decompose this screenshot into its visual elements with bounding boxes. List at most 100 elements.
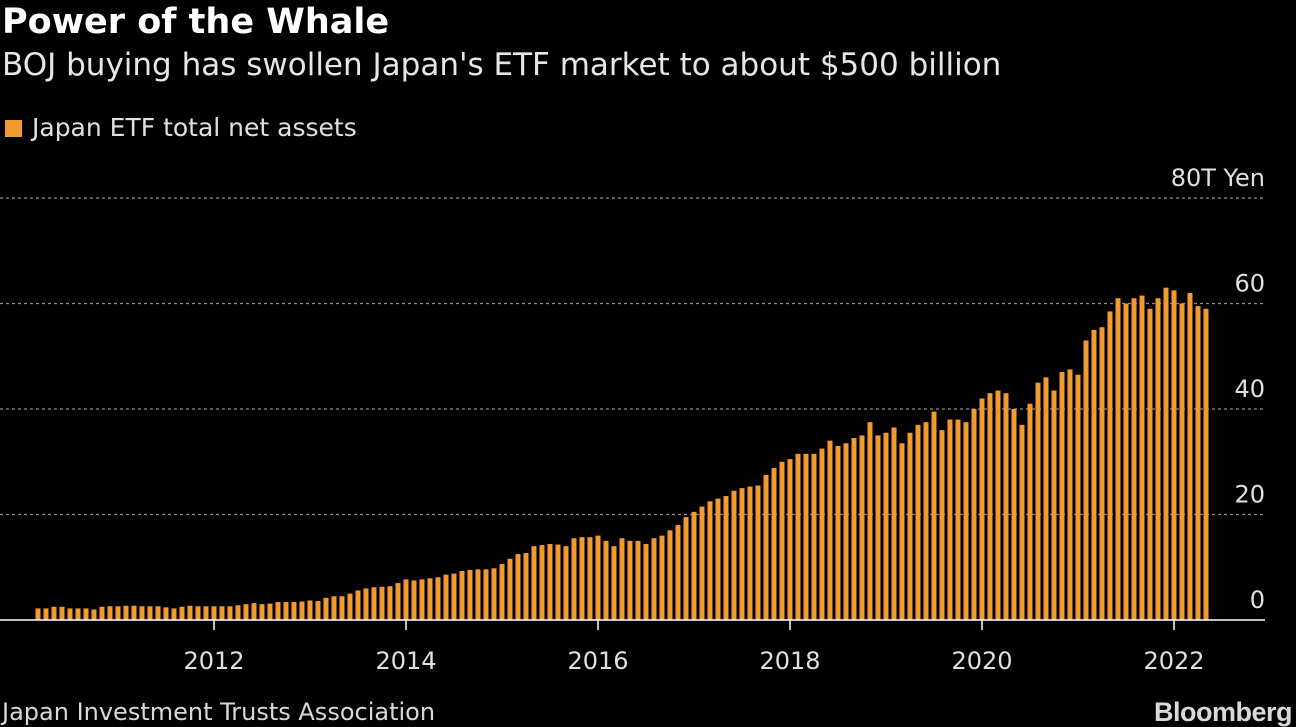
source-note: Japan Investment Trusts Association <box>2 698 436 726</box>
bar <box>435 577 441 620</box>
bar <box>579 537 585 620</box>
bar <box>891 427 897 620</box>
bar <box>611 546 617 620</box>
bar <box>659 535 665 620</box>
bar <box>931 411 937 620</box>
bar <box>131 605 137 620</box>
bar <box>779 461 785 620</box>
bar <box>843 443 849 620</box>
bar <box>307 600 313 620</box>
bar <box>1187 292 1193 620</box>
legend: Japan ETF total net assets <box>5 113 357 143</box>
gridlines <box>0 197 1265 516</box>
bloomberg-logo: Bloomberg <box>1153 697 1293 727</box>
bar <box>379 586 385 620</box>
bar <box>1059 372 1065 620</box>
bar <box>523 553 529 620</box>
bar <box>163 607 169 620</box>
bar <box>499 564 505 620</box>
bar <box>339 596 345 620</box>
bar <box>555 544 561 620</box>
bar <box>419 579 425 620</box>
y-tick-label: 20 <box>1234 481 1265 509</box>
bar <box>243 604 249 620</box>
bar <box>627 540 633 620</box>
bar <box>971 409 977 620</box>
x-tick-label: 2022 <box>1143 647 1204 675</box>
bar <box>203 606 209 620</box>
bar <box>747 486 753 620</box>
bar <box>707 501 713 620</box>
bar <box>267 603 273 620</box>
bar <box>395 583 401 620</box>
bar <box>371 587 377 620</box>
bar <box>803 453 809 620</box>
bar <box>811 453 817 620</box>
bar <box>227 606 233 620</box>
bar <box>587 537 593 620</box>
bar <box>235 605 241 620</box>
bar <box>43 608 49 620</box>
bar <box>827 440 833 620</box>
bar <box>91 609 97 620</box>
bar <box>1155 298 1161 620</box>
bar <box>251 603 257 620</box>
y-axis-tick-labels: 0 20 40 60 80T Yen <box>1171 164 1265 614</box>
bar <box>1067 369 1073 620</box>
bar <box>915 424 921 620</box>
bar <box>979 398 985 620</box>
bar <box>179 606 185 620</box>
bar <box>1203 308 1209 620</box>
bar <box>347 593 353 620</box>
bar <box>635 540 641 620</box>
bar <box>1147 308 1153 620</box>
y-tick-label: 40 <box>1234 375 1265 403</box>
bar <box>819 448 825 620</box>
bar <box>443 574 449 620</box>
bar <box>187 605 193 620</box>
bar <box>699 506 705 620</box>
x-tick-label: 2020 <box>951 647 1012 675</box>
x-axis-tick-labels: 2012 2014 2016 2018 2020 2022 <box>183 620 1205 675</box>
bar <box>451 573 457 620</box>
legend-swatch <box>5 119 22 137</box>
bar <box>483 569 489 620</box>
bar <box>1171 290 1177 620</box>
bar <box>723 496 729 620</box>
bar <box>403 579 409 620</box>
bar <box>547 544 553 620</box>
bar <box>427 578 433 620</box>
bar <box>603 540 609 620</box>
bar <box>1115 298 1121 620</box>
bar <box>107 606 113 620</box>
bar <box>835 445 841 620</box>
x-tick-label: 2014 <box>375 647 436 675</box>
bar <box>651 538 657 620</box>
bar <box>963 422 969 620</box>
bar <box>467 569 473 620</box>
bar <box>1131 298 1137 620</box>
bar <box>147 606 153 620</box>
bar <box>1123 303 1129 620</box>
bar <box>291 602 297 620</box>
bar <box>1179 303 1185 620</box>
bar <box>771 468 777 620</box>
bar <box>1163 287 1169 620</box>
bar <box>363 588 369 620</box>
bar <box>619 538 625 620</box>
bar <box>323 597 329 620</box>
bar <box>795 453 801 620</box>
bar <box>139 606 145 620</box>
bar <box>51 606 57 620</box>
bar <box>155 606 161 620</box>
bar <box>667 530 673 620</box>
bar <box>99 606 105 620</box>
bar <box>35 608 41 620</box>
bar <box>331 596 337 620</box>
bar <box>715 498 721 620</box>
bar <box>83 608 89 620</box>
bar <box>939 430 945 620</box>
y-tick-label: 0 <box>1250 586 1265 614</box>
bar <box>571 538 577 620</box>
bar <box>1011 409 1017 620</box>
